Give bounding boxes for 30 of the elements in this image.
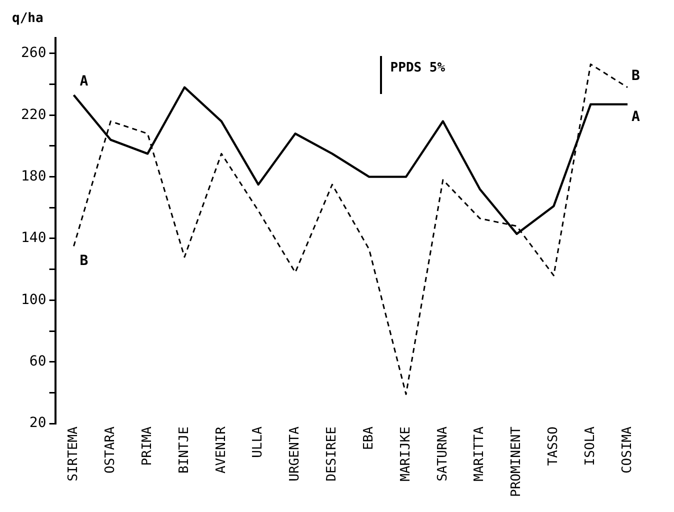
y-tick-label: 180 [20, 168, 46, 184]
x-tick-label: OSTARA [103, 426, 118, 474]
y-tick-label: 140 [20, 230, 46, 246]
x-tick-label: COSIMA [620, 426, 635, 474]
x-tick-label: BINTJE [176, 426, 192, 474]
x-tick-label: SATURNA [435, 426, 450, 482]
series-label: B [632, 68, 640, 84]
y-tick-label: 100 [20, 292, 46, 308]
x-tick-label: MARIJKE [398, 426, 414, 482]
y-axis-title: q/ha [12, 10, 44, 26]
text: A [80, 74, 88, 90]
x-tick-label: AVENIR [214, 426, 229, 474]
x-tick-label: URGENTA [288, 426, 303, 482]
x-tick-label: ULLA [250, 426, 266, 458]
x-tick-label: EBA [361, 426, 376, 450]
x-tick-label: SIRTEMA [66, 426, 82, 482]
x-tick-label: PRIMA [140, 426, 155, 466]
annotation: PPDS 5% [390, 60, 446, 76]
x-tick-label: TASSO [546, 426, 562, 466]
text: B [80, 252, 88, 269]
series-label: A [632, 108, 641, 125]
x-tick-label: MARITTA [472, 426, 488, 482]
y-tick-label: 260 [20, 45, 46, 62]
y-tick-label: 20 [29, 415, 46, 432]
x-tick-label: PROMINENT [509, 426, 524, 498]
y-tick-label: 220 [20, 106, 46, 123]
x-tick-label: ISOLA [582, 426, 598, 466]
y-tick-label: 60 [29, 354, 46, 370]
x-tick-label: DESIREE [324, 426, 340, 482]
line-series [72, 63, 628, 396]
